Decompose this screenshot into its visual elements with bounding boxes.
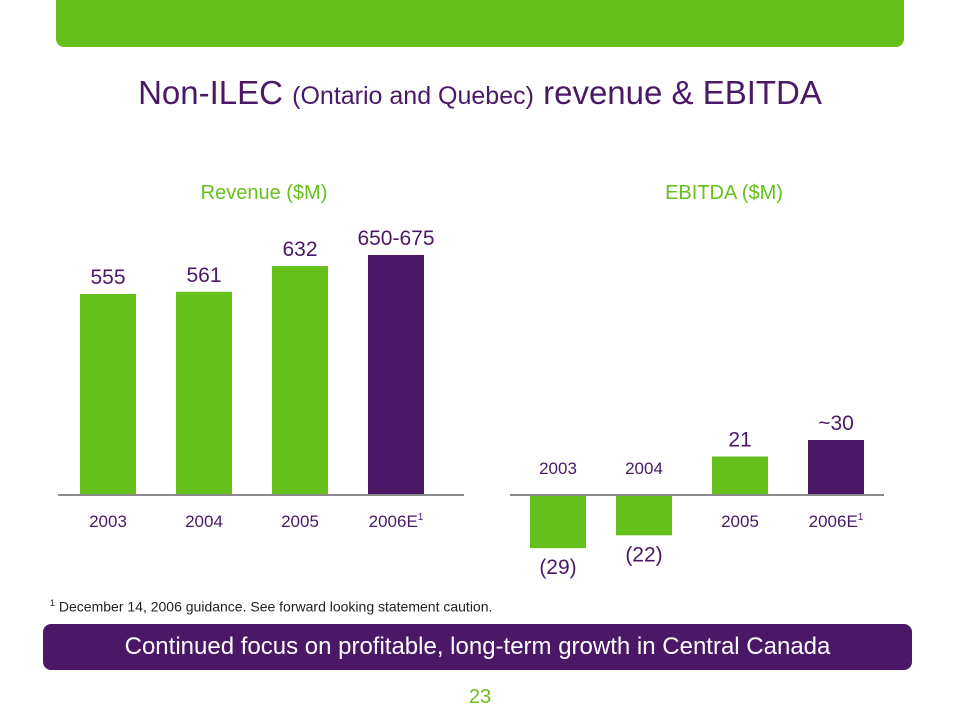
ebitda-value-label-2003: (29)	[539, 556, 576, 579]
ebitda-value-label-2005: 21	[728, 429, 751, 452]
footnote-marker: 1	[50, 598, 56, 608]
ebitda-bar-2006E	[808, 440, 864, 495]
title-part-3: revenue & EBITDA	[533, 74, 822, 111]
revenue-bar-2005	[272, 266, 328, 495]
revenue-tick-label-2003: 2003	[89, 512, 127, 531]
revenue-bar-2006E	[368, 255, 424, 495]
revenue-bar-2003	[80, 293, 136, 495]
ebitda-bar-2004	[616, 495, 672, 536]
charts-canvas: Revenue ($M) 555 2003 561 2004 632 2005 650-675…	[58, 182, 884, 579]
ebitda-tick-superscript: 1	[858, 512, 864, 523]
slide-title: Non-ILEC (Ontario and Quebec) revenue & …	[0, 74, 960, 112]
ebitda-tick-label-2004: 2004	[625, 459, 663, 478]
revenue-value-label-2006E: 650-675	[357, 227, 434, 250]
footnote-text: December 14, 2006 guidance. See forward …	[55, 598, 493, 615]
key-message-banner: Continued focus on profitable, long-term…	[43, 624, 912, 670]
ebitda-value-label-2004: (22)	[625, 543, 662, 566]
revenue-value-label-2003: 555	[90, 266, 125, 289]
page-number: 23	[468, 686, 492, 708]
ebitda-tick-label-2006E: 2006E1	[809, 512, 864, 531]
ebitda-bar-2005	[712, 456, 768, 495]
revenue-value-label-2005: 632	[282, 238, 317, 261]
revenue-chart-title: Revenue ($M)	[201, 182, 328, 204]
ebitda-chart-title: EBITDA ($M)	[665, 182, 783, 204]
title-part-1: Non-ILEC	[138, 74, 293, 111]
revenue-bar-2004	[176, 291, 232, 495]
revenue-tick-label-2006E: 2006E1	[369, 512, 424, 531]
title-part-2: (Ontario and Quebec)	[292, 82, 534, 110]
ebitda-tick-label-2005: 2005	[721, 512, 759, 531]
revenue-tick-label-2004: 2004	[185, 512, 223, 531]
revenue-tick-superscript: 1	[418, 512, 424, 523]
ebitda-bar-2003	[530, 495, 586, 549]
footnote: 1 December 14, 2006 guidance. See forwar…	[50, 598, 492, 615]
ebitda-value-label-2006E: ~30	[818, 412, 854, 435]
revenue-value-label-2004: 561	[186, 264, 221, 287]
top-accent-bar	[56, 0, 904, 47]
revenue-tick-label-2005: 2005	[281, 512, 319, 531]
ebitda-tick-label-2003: 2003	[539, 459, 577, 478]
